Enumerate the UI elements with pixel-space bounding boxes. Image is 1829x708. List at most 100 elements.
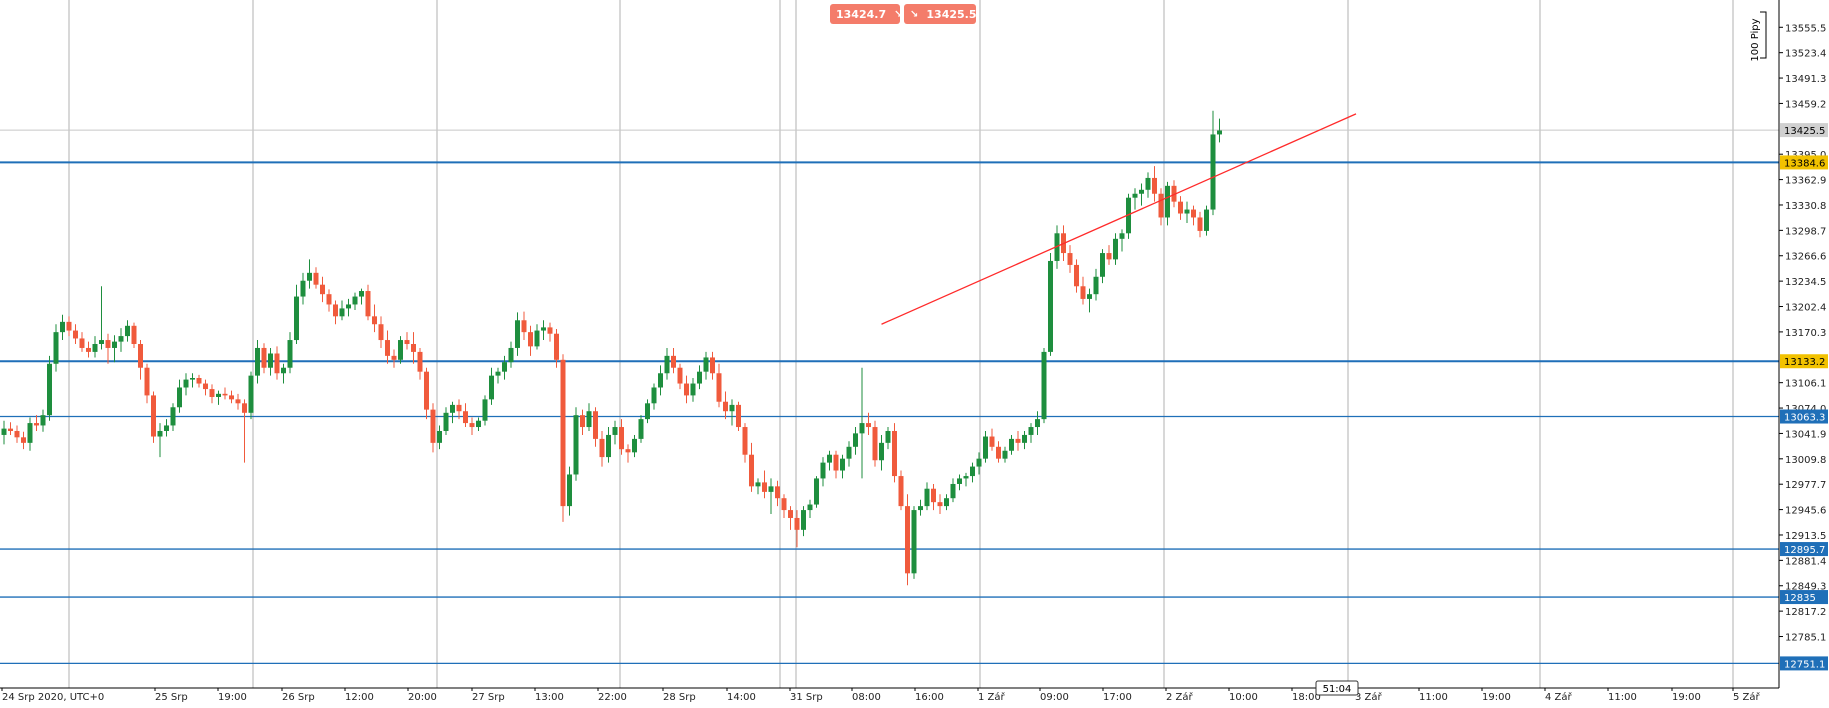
candle-body[interactable] bbox=[560, 359, 566, 507]
candle-body[interactable] bbox=[957, 478, 962, 484]
candle-body[interactable] bbox=[235, 399, 241, 404]
candle-body[interactable] bbox=[645, 403, 650, 420]
candle-body[interactable] bbox=[424, 371, 429, 410]
candle-body[interactable] bbox=[274, 353, 280, 374]
candle-body[interactable] bbox=[508, 347, 514, 363]
candle-body[interactable] bbox=[502, 362, 507, 372]
candle-body[interactable] bbox=[430, 409, 436, 443]
candle-body[interactable] bbox=[47, 363, 52, 416]
candle-body[interactable] bbox=[1074, 264, 1079, 287]
candle-body[interactable] bbox=[14, 430, 20, 438]
candle-body[interactable] bbox=[456, 404, 462, 412]
candle-body[interactable] bbox=[1158, 193, 1164, 218]
candle-body[interactable] bbox=[872, 427, 878, 461]
candle-body[interactable] bbox=[1139, 189, 1144, 194]
candle-body[interactable] bbox=[1035, 419, 1040, 428]
candle-body[interactable] bbox=[398, 340, 403, 360]
candle-body[interactable] bbox=[521, 320, 527, 333]
candle-body[interactable] bbox=[1145, 177, 1151, 190]
candle-body[interactable] bbox=[489, 375, 494, 400]
candle-body[interactable] bbox=[606, 434, 611, 458]
candle-body[interactable] bbox=[476, 420, 481, 428]
candle-body[interactable] bbox=[833, 454, 839, 471]
buy-price-button[interactable]: ↘ 13425.5 bbox=[904, 4, 977, 24]
candle-body[interactable] bbox=[112, 341, 117, 348]
candle-body[interactable] bbox=[892, 430, 897, 477]
candle-body[interactable] bbox=[658, 373, 663, 388]
candle-body[interactable] bbox=[326, 294, 332, 305]
candle-body[interactable] bbox=[300, 280, 306, 297]
candle-body[interactable] bbox=[320, 284, 325, 295]
candle-body[interactable] bbox=[593, 411, 598, 439]
candle-body[interactable] bbox=[859, 423, 865, 434]
candle-body[interactable] bbox=[1191, 209, 1196, 218]
candle-body[interactable] bbox=[1210, 134, 1216, 210]
candle-body[interactable] bbox=[1028, 427, 1034, 435]
candle-body[interactable] bbox=[359, 291, 364, 297]
candle-body[interactable] bbox=[27, 423, 33, 443]
candle-body[interactable] bbox=[209, 389, 215, 397]
candle-body[interactable] bbox=[333, 304, 338, 317]
candle-body[interactable] bbox=[866, 423, 871, 428]
candle-body[interactable] bbox=[1184, 209, 1190, 214]
candle-body[interactable] bbox=[1152, 177, 1157, 194]
candle-body[interactable] bbox=[710, 357, 715, 374]
candle-body[interactable] bbox=[580, 415, 585, 428]
candle-body[interactable] bbox=[391, 355, 397, 360]
candle-body[interactable] bbox=[1015, 438, 1021, 443]
candle-body[interactable] bbox=[801, 510, 806, 530]
candle-body[interactable] bbox=[879, 442, 884, 461]
candle-body[interactable] bbox=[339, 308, 345, 317]
candle-body[interactable] bbox=[905, 506, 910, 574]
candle-body[interactable] bbox=[690, 383, 696, 396]
candle-body[interactable] bbox=[151, 395, 156, 437]
candle-body[interactable] bbox=[164, 425, 169, 431]
candle-body[interactable] bbox=[482, 399, 488, 421]
candle-body[interactable] bbox=[1080, 286, 1086, 299]
candle-body[interactable] bbox=[294, 296, 299, 341]
candle-body[interactable] bbox=[755, 482, 761, 487]
candle-body[interactable] bbox=[736, 404, 741, 428]
candle-body[interactable] bbox=[248, 375, 254, 413]
candle-body[interactable] bbox=[625, 449, 631, 453]
candle-body[interactable] bbox=[983, 436, 988, 459]
candle-body[interactable] bbox=[131, 325, 137, 344]
candle-body[interactable] bbox=[190, 378, 195, 380]
candle-body[interactable] bbox=[950, 483, 956, 499]
candle-body[interactable] bbox=[697, 371, 702, 384]
candle-body[interactable] bbox=[1178, 201, 1183, 214]
candle-body[interactable] bbox=[1, 428, 7, 435]
candle-body[interactable] bbox=[599, 438, 605, 458]
candle-body[interactable] bbox=[21, 437, 26, 443]
candle-body[interactable] bbox=[203, 383, 208, 390]
candle-body[interactable] bbox=[638, 419, 644, 439]
candle-body[interactable] bbox=[53, 332, 59, 364]
candle-body[interactable] bbox=[372, 316, 377, 325]
candle-body[interactable] bbox=[1087, 294, 1092, 299]
candle-body[interactable] bbox=[40, 415, 46, 426]
candle-body[interactable] bbox=[1067, 253, 1073, 265]
candle-body[interactable] bbox=[768, 486, 774, 492]
candle-body[interactable] bbox=[931, 488, 936, 503]
candle-body[interactable] bbox=[287, 340, 293, 368]
candle-body[interactable] bbox=[775, 486, 780, 499]
candle-body[interactable] bbox=[469, 423, 475, 428]
candle-body[interactable] bbox=[898, 476, 904, 507]
candle-body[interactable] bbox=[788, 510, 793, 518]
candle-body[interactable] bbox=[495, 371, 501, 376]
candle-body[interactable] bbox=[1126, 197, 1131, 234]
candle-body[interactable] bbox=[534, 330, 540, 347]
candle-body[interactable] bbox=[86, 347, 91, 352]
candle-body[interactable] bbox=[554, 333, 559, 360]
candle-body[interactable] bbox=[885, 430, 891, 443]
candle-body[interactable] bbox=[924, 488, 930, 507]
candle-body[interactable] bbox=[814, 478, 819, 505]
candle-body[interactable] bbox=[840, 458, 845, 471]
candle-body[interactable] bbox=[60, 321, 65, 333]
candle-body[interactable] bbox=[911, 510, 917, 574]
candle-body[interactable] bbox=[118, 336, 124, 342]
candle-body[interactable] bbox=[989, 436, 995, 447]
candle-body[interactable] bbox=[1171, 185, 1177, 202]
candle-body[interactable] bbox=[1132, 193, 1138, 198]
candle-body[interactable] bbox=[79, 338, 85, 348]
